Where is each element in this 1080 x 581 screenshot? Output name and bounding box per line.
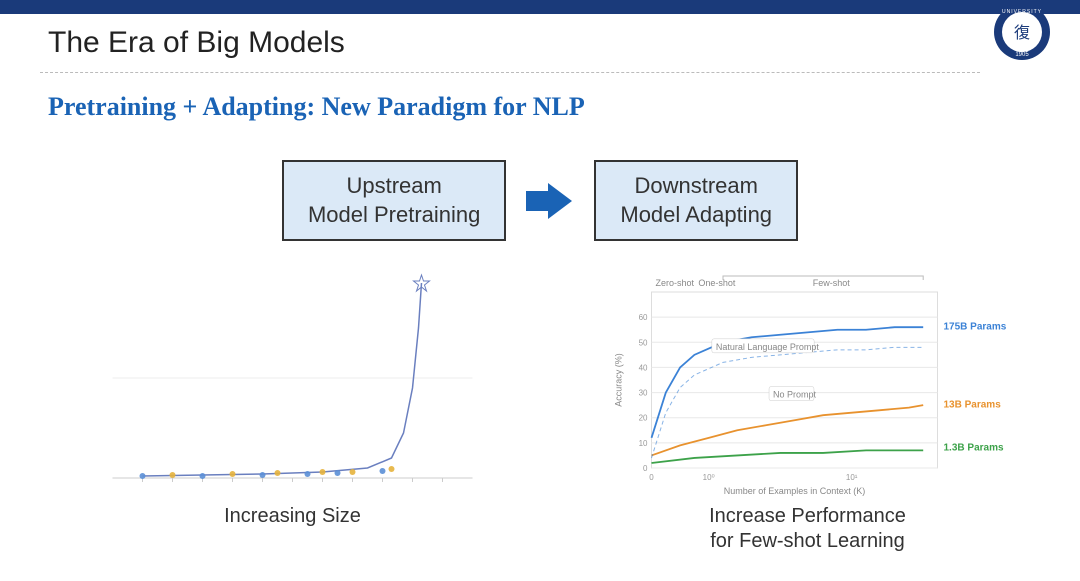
flow-arrow-icon <box>526 181 574 221</box>
flow-box-upstream-line2: Model Pretraining <box>308 202 480 227</box>
svg-text:30: 30 <box>639 389 648 398</box>
svg-text:Accuracy (%): Accuracy (%) <box>614 353 624 407</box>
logo-text: UNIVERSITY <box>1002 9 1042 15</box>
svg-text:20: 20 <box>639 414 648 423</box>
left-chart-column: Increasing Size <box>90 268 495 569</box>
logo-year: 1905 <box>1015 52 1029 58</box>
flow-box-upstream: Upstream Model Pretraining <box>282 160 506 241</box>
flow-box-downstream-line1: Downstream <box>634 173 757 198</box>
university-logo: UNIVERSITY 1905 復 <box>992 2 1052 62</box>
right-chart-column: 0 10 20 30 40 50 60 0 10⁰ 10¹ Accuracy (%) Number o… <box>605 268 1010 569</box>
svg-text:60: 60 <box>639 313 648 322</box>
svg-text:No Prompt: No Prompt <box>773 390 817 400</box>
svg-text:10⁰: 10⁰ <box>703 473 715 482</box>
slide-subtitle: Pretraining + Adapting: New Paradigm for… <box>48 92 585 122</box>
svg-text:175B Params: 175B Params <box>944 322 1007 333</box>
flow-box-upstream-line1: Upstream <box>346 173 441 198</box>
header-bar <box>0 0 1080 14</box>
right-chart: 0 10 20 30 40 50 60 0 10⁰ 10¹ Accuracy (%) Number o… <box>605 268 1010 498</box>
right-chart-caption: Increase Performance for Few-shot Learni… <box>709 504 906 554</box>
svg-text:Zero-shot: Zero-shot <box>656 278 695 288</box>
svg-text:Number of Examples in Context: Number of Examples in Context (K) <box>724 486 866 496</box>
svg-text:13B Params: 13B Params <box>944 400 1002 411</box>
svg-text:10: 10 <box>639 439 648 448</box>
svg-text:1.3B Params: 1.3B Params <box>944 442 1004 453</box>
flow-box-downstream-line2: Model Adapting <box>620 202 772 227</box>
svg-text:One-shot: One-shot <box>698 278 736 288</box>
svg-text:0: 0 <box>649 473 654 482</box>
svg-text:Few-shot: Few-shot <box>813 278 851 288</box>
svg-text:10¹: 10¹ <box>846 473 858 482</box>
charts-row: Increasing Size 0 10 20 30 40 50 60 0 10⁰ 10¹ Accu… <box>90 268 1010 569</box>
flow-box-downstream: Downstream Model Adapting <box>594 160 798 241</box>
title-divider <box>40 72 980 73</box>
svg-text:0: 0 <box>643 464 648 473</box>
flow-diagram: Upstream Model Pretraining Downstream Mo… <box>0 160 1080 241</box>
slide-title: The Era of Big Models <box>48 26 345 60</box>
right-caption-l2: for Few-shot Learning <box>710 530 905 552</box>
left-chart <box>90 268 495 498</box>
svg-text:復: 復 <box>1014 24 1030 42</box>
svg-text:50: 50 <box>639 338 648 347</box>
right-caption-l1: Increase Performance <box>709 505 906 527</box>
svg-text:Natural Language Prompt: Natural Language Prompt <box>716 342 820 352</box>
left-chart-caption: Increasing Size <box>224 504 361 529</box>
svg-text:40: 40 <box>639 363 648 372</box>
